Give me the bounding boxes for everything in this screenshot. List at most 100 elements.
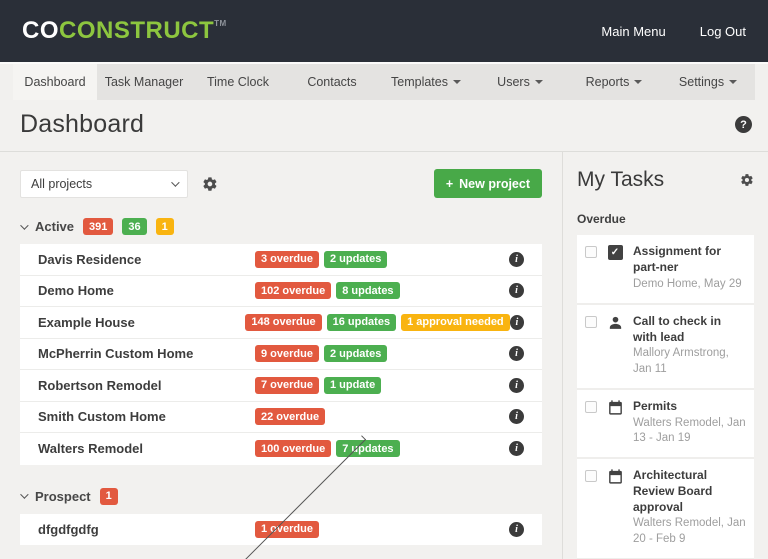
help-icon[interactable]: ? [735,116,752,133]
tab-label: Contacts [307,75,357,89]
new-project-label: New project [459,176,530,191]
task-subtitle: Walters Remodel, Jan 20 - Feb 9 [633,517,746,545]
task-text: Assignment for part-ner Demo Home, May 2… [633,244,748,292]
tab-reports[interactable]: Reports [567,64,661,100]
tab-dashboard[interactable]: Dashboard [13,64,97,100]
main-menu-link[interactable]: Main Menu [601,23,666,39]
task-checkbox[interactable] [585,315,597,328]
tab-label: Settings [678,75,725,89]
project-row[interactable]: Smith Custom Home 22 overdue i [20,402,542,433]
task-title: Assignment for part-ner [633,244,722,274]
project-badges: 100 overdue 7 updates [255,440,400,458]
project-badges: 148 overdue 16 updates 1 approval needed [245,313,510,331]
overdue-count-badge: 391 [83,218,114,235]
section-header-active[interactable]: Active 391 36 1 [20,218,542,235]
filter-gear-icon[interactable] [202,176,218,192]
overdue-badge: 9 overdue [255,345,319,363]
chevron-down-icon [20,220,29,230]
project-badges: 1 overdue [255,520,319,538]
tab-templates[interactable]: Templates [379,64,473,100]
project-name[interactable]: Davis Residence [38,251,142,267]
task-subtitle: Mallory Armstrong, Jan 11 [633,347,729,375]
project-filter-select[interactable]: All projects [20,169,188,198]
task-checkbox[interactable] [585,470,597,482]
task-item[interactable]: Permits Walters Remodel, Jan 13 - Jan 19 [577,389,754,459]
project-row[interactable]: Robertson Remodel 7 overdue 1 update i [20,370,542,402]
overdue-badge: 102 overdue [255,282,332,300]
top-bar: COCONSTRUCTTM Main Menu Log Out [0,0,768,62]
task-list: ✓ Assignment for part-ner Demo Home, May… [577,235,754,559]
info-icon[interactable]: i [509,521,524,537]
active-projects-card: Davis Residence 3 overdue 2 updates i De… [20,244,542,465]
project-name[interactable]: dfgdfgdfg [38,521,99,537]
task-text: Permits Walters Remodel, Jan 13 - Jan 19 [633,399,748,446]
project-row[interactable]: Example House 148 overdue 16 updates 1 a… [20,307,542,339]
project-badges: 7 overdue 1 update [255,376,382,394]
tab-label: Task Manager [104,75,184,89]
tab-contacts[interactable]: Contacts [285,64,379,100]
project-name[interactable]: Example House [38,314,135,330]
tab-settings[interactable]: Settings [661,64,755,100]
task-subtitle: Demo Home, May 29 [633,277,742,290]
project-name[interactable]: Robertson Remodel [38,377,162,393]
updates-badge: 7 updates [336,440,400,458]
task-title: Architectural Review Board approval [633,468,713,514]
project-name[interactable]: McPherrin Custom Home [38,346,194,362]
logo-co: CO [22,17,59,44]
overdue-badge: 100 overdue [255,440,332,458]
project-row[interactable]: Demo Home 102 overdue 8 updates i [20,276,542,307]
person-icon [606,314,624,377]
tab-label: Time Clock [206,75,270,89]
updates-badge: 1 update [323,376,382,394]
task-item[interactable]: ✓ Assignment for part-ner Demo Home, May… [577,235,754,305]
tab-time-clock[interactable]: Time Clock [191,64,285,100]
section-name: Active [35,219,75,234]
tasks-header: My Tasks [577,168,754,192]
page-header: Dashboard ? [0,100,768,152]
info-icon[interactable]: i [509,377,524,393]
tab-label: Users [497,75,530,89]
content: All projects + New project Active 391 36… [0,152,768,559]
info-icon[interactable]: i [509,314,524,330]
tasks-group-label: Overdue [577,212,626,226]
updates-badge: 2 updates [323,345,388,363]
info-icon[interactable]: i [509,409,524,425]
section-header-prospect[interactable]: Prospect 1 [20,487,542,505]
task-item[interactable]: Architectural Review Board approval Walt… [577,459,754,559]
updates-count-badge: 36 [122,218,147,235]
project-row[interactable]: McPherrin Custom Home 9 overdue 2 update… [20,339,542,370]
log-out-link[interactable]: Log Out [699,23,746,39]
project-name[interactable]: Demo Home [38,283,114,299]
overdue-badge: 1 overdue [255,520,319,538]
tab-task-manager[interactable]: Task Manager [97,64,191,100]
task-checkbox[interactable] [585,246,597,258]
task-checkbox[interactable] [585,400,597,413]
project-row[interactable]: dfgdfgdfg 1 overdue i [20,514,542,546]
prospect-projects-card: dfgdfgdfg 1 overdue i [20,513,542,546]
chevron-down-icon [171,177,180,187]
approval-badge: 1 approval needed [401,313,510,331]
tab-label: Dashboard [24,75,86,89]
task-item[interactable]: Call to check in with lead Mallory Armst… [577,304,754,390]
overdue-badge: 22 overdue [255,408,326,426]
chevron-down-icon [452,80,461,84]
project-row[interactable]: Davis Residence 3 overdue 2 updates i [20,244,542,276]
tasks-gear-icon[interactable] [740,173,754,187]
overdue-count-badge: 1 [99,487,118,505]
overdue-badge: 3 overdue [255,250,319,268]
info-icon[interactable]: i [509,346,524,362]
info-icon[interactable]: i [509,441,524,457]
assignment-icon: ✓ [606,244,624,292]
project-filter-value: All projects [31,176,93,191]
projects-controls: All projects + New project [20,169,542,198]
project-row[interactable]: Walters Remodel 100 overdue 7 updates i [20,433,542,465]
project-badges: 22 overdue [255,408,326,426]
tab-users[interactable]: Users [473,64,567,100]
project-name[interactable]: Walters Remodel [38,441,143,457]
tab-label: Reports [585,75,630,89]
new-project-button[interactable]: + New project [433,169,542,198]
info-icon[interactable]: i [509,251,524,267]
tab-label: Templates [391,75,448,89]
info-icon[interactable]: i [509,283,524,299]
project-name[interactable]: Smith Custom Home [38,409,166,425]
